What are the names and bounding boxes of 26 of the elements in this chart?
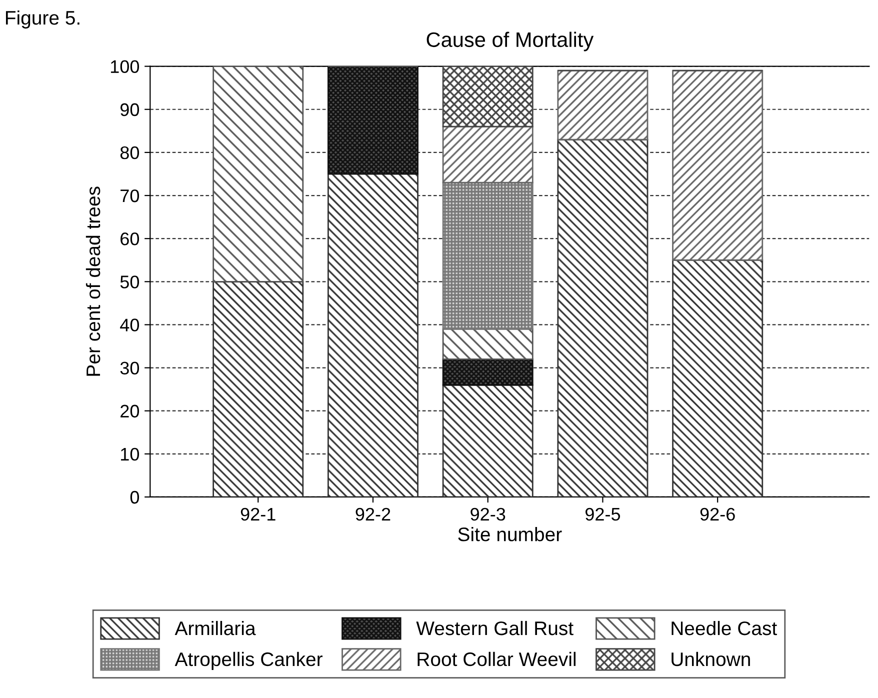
y-tick-label: 10: [121, 448, 140, 461]
y-tick-label: 90: [120, 103, 140, 116]
y-tick-label: 50: [120, 276, 140, 288]
caption: Figure 5.: [6, 10, 80, 29]
legend-label: Armillaria: [174, 620, 256, 636]
y-tick-label: 60: [120, 232, 140, 246]
y-tick-label: 40: [120, 318, 140, 332]
x-tick-label: 92-6: [700, 508, 735, 521]
y-tick-label: 100: [110, 60, 140, 74]
y-tick-label: 0: [130, 490, 140, 504]
legend-label: Western Gall Rust: [416, 620, 574, 636]
chart-title: Cause of Mortality: [426, 32, 594, 52]
x-tick-label: 92-5: [586, 508, 620, 521]
y-axis-title: Per cent of dead trees: [86, 186, 100, 376]
x-tick-label: 92-1: [240, 508, 276, 521]
legend-label: Atropellis Canker: [174, 652, 322, 670]
y-tick-label: 20: [120, 404, 140, 418]
legend-label: Unknown: [672, 652, 750, 666]
x-tick-label: 92-2: [356, 508, 390, 521]
legend-label: Root Collar Weevil: [418, 652, 576, 666]
y-tick-label: 70: [120, 189, 140, 202]
x-axis-title: Site number: [458, 527, 562, 542]
y-tick-label: 30: [120, 362, 140, 374]
y-tick-label: 80: [120, 146, 140, 160]
legend-label: Needle Cast: [672, 620, 777, 636]
x-tick-label: 92-3: [470, 508, 506, 521]
